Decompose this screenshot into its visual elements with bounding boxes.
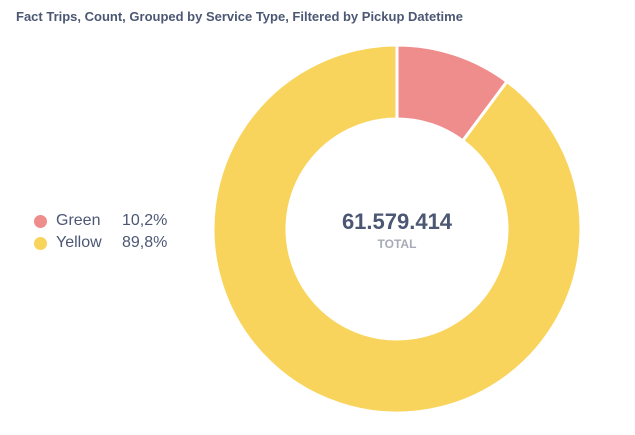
legend-label-green: Green <box>56 212 101 229</box>
legend: Green 10,2% Yellow 89,8% <box>34 210 167 254</box>
legend-label-yellow: Yellow <box>56 234 102 251</box>
legend-dot-green <box>34 214 47 228</box>
legend-item-green[interactable]: Green 10,2% <box>34 210 167 232</box>
legend-item-yellow[interactable]: Yellow 89,8% <box>34 232 167 254</box>
legend-percent-green: 10,2% <box>122 212 168 229</box>
donut-slice-yellow[interactable] <box>211 43 583 415</box>
legend-dot-yellow <box>34 236 47 250</box>
total-value: 61.579.414 <box>342 209 453 234</box>
legend-percent-yellow: 89,8% <box>122 234 168 251</box>
donut-slices <box>211 43 583 415</box>
total-label: TOTAL <box>378 237 417 251</box>
card-title: Fact Trips, Count, Grouped by Service Ty… <box>16 9 463 24</box>
